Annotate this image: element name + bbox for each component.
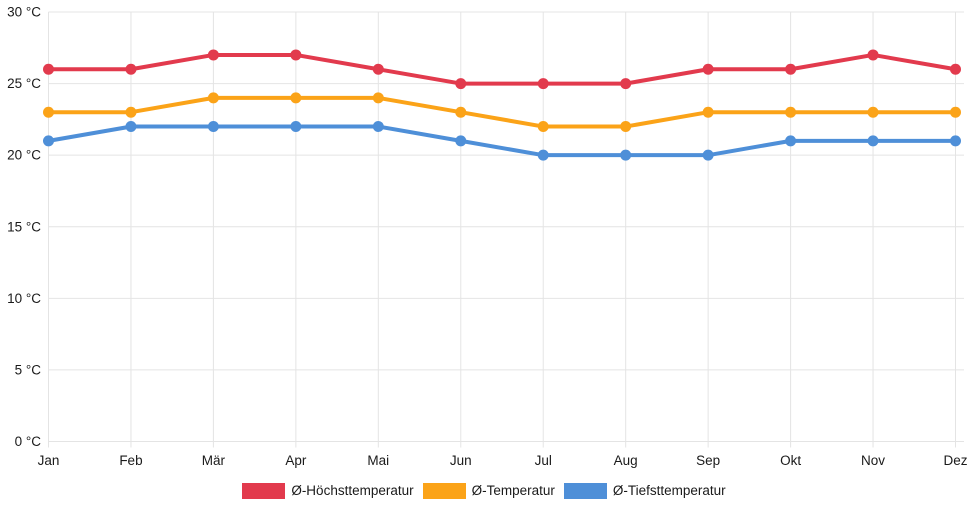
data-point[interactable] (785, 135, 797, 147)
data-point[interactable] (290, 92, 302, 104)
data-point[interactable] (290, 49, 302, 61)
legend-swatch-icon (422, 483, 466, 499)
data-point[interactable] (950, 106, 961, 118)
legend-swatch-icon (242, 483, 286, 499)
data-point[interactable] (950, 63, 961, 75)
data-point[interactable] (785, 106, 797, 118)
data-point[interactable] (455, 106, 467, 118)
data-point[interactable] (207, 49, 219, 61)
data-point[interactable] (290, 121, 302, 133)
data-point[interactable] (207, 92, 219, 104)
data-point[interactable] (455, 135, 467, 147)
data-point[interactable] (702, 106, 714, 118)
x-tick-label: Aug (614, 453, 638, 468)
x-tick-label: Nov (861, 453, 885, 468)
data-point[interactable] (125, 106, 137, 118)
y-tick-label: 5 °C (15, 362, 42, 377)
legend-swatch-icon (563, 483, 607, 499)
series-line-0 (46, 52, 958, 86)
data-point[interactable] (620, 121, 632, 133)
data-point[interactable] (43, 63, 54, 75)
data-point[interactable] (125, 63, 137, 75)
x-tick-label: Dez (943, 453, 967, 468)
data-point[interactable] (702, 149, 714, 161)
legend-item-2[interactable]: Ø-Tiefsttemperatur (563, 483, 726, 499)
y-tick-label: 20 °C (7, 148, 41, 163)
y-tick-label: 30 °C (7, 5, 41, 20)
y-tick-label: 10 °C (7, 291, 41, 306)
series-line-2 (46, 124, 958, 158)
data-point[interactable] (372, 92, 384, 104)
x-tick-label: Jun (450, 453, 472, 468)
temperature-line-chart: 0 °C 5 °C 10 °C 15 °C 20 °C 25 °C 30 °C Jan Feb M… (7, 5, 968, 469)
x-tick-label: Jul (535, 453, 552, 468)
data-point[interactable] (867, 135, 879, 147)
data-point[interactable] (620, 78, 632, 90)
data-point[interactable] (537, 121, 549, 133)
y-tick-label: 0 °C (15, 434, 42, 449)
legend-label: Ø-Höchsttemperatur (291, 483, 414, 498)
data-point[interactable] (43, 106, 54, 118)
x-tick-label: Apr (285, 453, 307, 468)
x-tick-label: Feb (119, 453, 142, 468)
data-point[interactable] (620, 149, 632, 161)
legend-item-0[interactable]: Ø-Höchsttemperatur (242, 483, 414, 499)
x-tick-label: Mai (367, 453, 389, 468)
legend-label: Ø-Temperatur (471, 483, 555, 498)
data-point[interactable] (372, 121, 384, 133)
data-point[interactable] (455, 78, 467, 90)
data-point[interactable] (867, 106, 879, 118)
x-tick-label: Jan (38, 453, 60, 468)
x-tick-label: Sep (696, 453, 720, 468)
legend-label: Ø-Tiefsttemperatur (612, 483, 726, 498)
y-tick-label: 15 °C (7, 219, 41, 234)
x-tick-label: Okt (780, 453, 801, 468)
data-point[interactable] (125, 121, 137, 133)
y-tick-label: 25 °C (7, 76, 41, 91)
data-point[interactable] (207, 121, 219, 133)
chart-legend: Ø-Höchsttemperatur Ø-Temperatur Ø-Tiefstte… (0, 483, 968, 499)
data-point[interactable] (537, 78, 549, 90)
data-point[interactable] (950, 135, 961, 147)
data-point[interactable] (702, 63, 714, 75)
legend-item-1[interactable]: Ø-Temperatur (422, 483, 555, 499)
series-line-1 (46, 95, 958, 129)
data-point[interactable] (785, 63, 797, 75)
data-point[interactable] (867, 49, 879, 61)
data-point[interactable] (372, 63, 384, 75)
x-tick-label: Mär (202, 453, 226, 468)
data-point[interactable] (43, 135, 54, 147)
data-point[interactable] (537, 149, 549, 161)
